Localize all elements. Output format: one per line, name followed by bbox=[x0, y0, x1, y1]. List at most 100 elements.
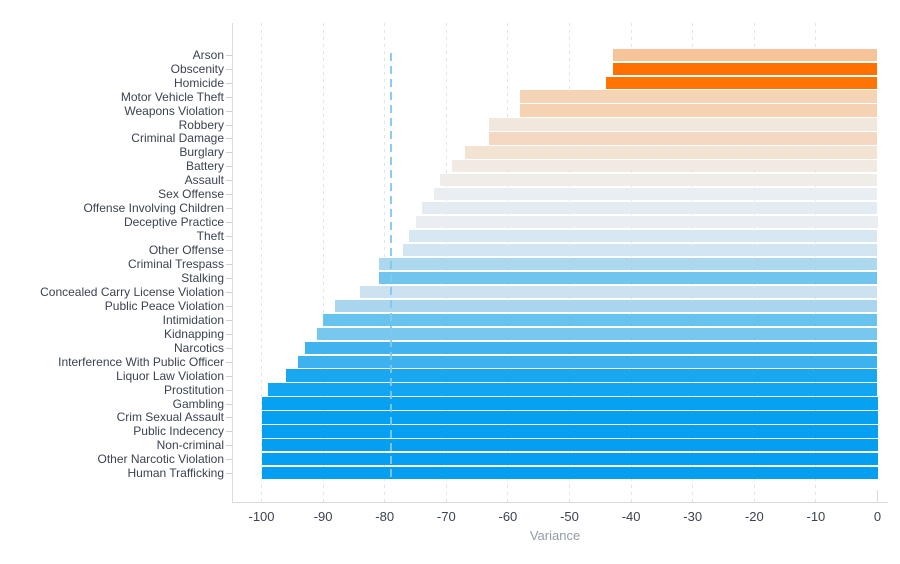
bar-human-trafficking[interactable] bbox=[261, 467, 878, 480]
y-axis-tick bbox=[226, 54, 232, 56]
bar-stalking[interactable] bbox=[378, 271, 878, 285]
category-label: Liquor Law Violation bbox=[116, 368, 224, 383]
y-axis-tick bbox=[226, 361, 232, 363]
category-label: Other Offense bbox=[148, 243, 224, 258]
category-label: Human Trafficking bbox=[127, 466, 225, 481]
category-label: Obscenity bbox=[170, 61, 224, 76]
category-label: Offense Involving Children bbox=[83, 201, 224, 216]
category-label: Kidnapping bbox=[163, 326, 224, 341]
bar-deceptive-practice[interactable] bbox=[415, 216, 878, 229]
bar-liquor-law-violation[interactable] bbox=[286, 369, 878, 382]
y-axis-tick bbox=[226, 68, 232, 70]
bar-robbery[interactable] bbox=[489, 118, 878, 131]
y-axis-tick bbox=[226, 431, 232, 433]
x-axis-tick-label: -50 bbox=[560, 509, 579, 524]
bar-narcotics[interactable] bbox=[304, 341, 878, 354]
bar-interference-with-public-officer[interactable] bbox=[298, 355, 878, 368]
y-axis-tick bbox=[226, 445, 232, 447]
y-axis-tick bbox=[226, 459, 232, 461]
gridline bbox=[261, 23, 262, 502]
category-label: Narcotics bbox=[173, 340, 224, 355]
bar-criminal-trespass[interactable] bbox=[378, 257, 878, 271]
x-axis-line bbox=[232, 502, 888, 503]
y-axis-tick bbox=[226, 291, 232, 293]
x-axis-tick-label: -60 bbox=[498, 509, 518, 524]
category-label: Gambling bbox=[172, 396, 224, 411]
y-axis-tick bbox=[226, 110, 232, 112]
gridline bbox=[322, 23, 324, 502]
y-axis-tick bbox=[226, 403, 232, 405]
y-axis-tick bbox=[226, 208, 232, 210]
y-axis-tick bbox=[226, 124, 232, 126]
bar-concealed-carry-license-violation[interactable] bbox=[360, 285, 878, 299]
bar-offense-involving-children[interactable] bbox=[421, 202, 878, 215]
y-axis-tick bbox=[226, 417, 232, 419]
y-axis-tick bbox=[226, 82, 232, 84]
bar-non-criminal[interactable] bbox=[261, 439, 878, 452]
category-label: Deceptive Practice bbox=[123, 215, 224, 230]
bar-kidnapping[interactable] bbox=[316, 327, 878, 340]
y-axis-tick bbox=[226, 389, 232, 391]
category-label: Other Narcotic Violation bbox=[97, 452, 224, 467]
bar-public-indecency[interactable] bbox=[261, 425, 878, 438]
bar-gambling[interactable] bbox=[261, 397, 878, 410]
y-axis-tick bbox=[226, 236, 232, 238]
y-axis-tick bbox=[226, 250, 232, 252]
category-label: Crim Sexual Assault bbox=[116, 410, 224, 425]
bar-intimidation[interactable] bbox=[323, 313, 878, 326]
y-axis-tick bbox=[226, 222, 232, 224]
y-axis-line bbox=[232, 23, 233, 502]
x-axis-tick-label: -70 bbox=[436, 509, 456, 524]
y-axis-tick bbox=[226, 138, 232, 140]
bar-other-offense[interactable] bbox=[403, 243, 878, 257]
category-label: Motor Vehicle Theft bbox=[120, 89, 224, 104]
bar-obscenity[interactable] bbox=[612, 62, 878, 75]
x-axis-tick-label: -40 bbox=[621, 509, 641, 524]
category-label: Intimidation bbox=[162, 312, 224, 327]
y-axis-tick bbox=[226, 333, 232, 335]
category-label: Stalking bbox=[181, 270, 224, 285]
category-label: Sex Offense bbox=[158, 187, 224, 202]
category-label: Prostitution bbox=[163, 382, 224, 397]
bar-public-peace-violation[interactable] bbox=[335, 299, 878, 312]
bar-battery[interactable] bbox=[452, 160, 878, 173]
category-label: Arson bbox=[192, 47, 224, 62]
category-label: Theft bbox=[196, 229, 224, 244]
x-axis-tick-label: 0 bbox=[873, 509, 882, 524]
category-label: Battery bbox=[185, 159, 224, 174]
bar-sex-offense[interactable] bbox=[433, 188, 878, 201]
bar-prostitution[interactable] bbox=[267, 383, 878, 396]
category-label: Robbery bbox=[178, 117, 224, 132]
bar-weapons-violation[interactable] bbox=[520, 104, 878, 117]
y-axis-tick bbox=[226, 277, 232, 279]
x-axis-tick-label: -30 bbox=[683, 509, 703, 524]
category-label: Burglary bbox=[179, 145, 224, 160]
bar-homicide[interactable] bbox=[606, 76, 878, 89]
bar-theft[interactable] bbox=[409, 229, 878, 243]
bar-crim-sexual-assault[interactable] bbox=[261, 411, 878, 424]
bar-motor-vehicle-theft[interactable] bbox=[520, 90, 878, 103]
category-label: Criminal Trespass bbox=[127, 257, 224, 271]
category-label: Public Peace Violation bbox=[104, 298, 224, 313]
x-axis-tick-label: -10 bbox=[806, 509, 826, 524]
y-axis-tick bbox=[226, 305, 232, 307]
y-axis-tick bbox=[226, 96, 232, 98]
category-label: Assault bbox=[184, 173, 224, 188]
y-axis-tick bbox=[226, 347, 232, 349]
x-axis-title: Variance bbox=[529, 528, 581, 543]
bar-burglary[interactable] bbox=[464, 146, 878, 159]
bar-assault[interactable] bbox=[440, 174, 878, 187]
bar-criminal-damage[interactable] bbox=[489, 132, 878, 145]
mean-reference-line bbox=[389, 53, 392, 481]
category-label: Concealed Carry License Violation bbox=[40, 284, 224, 299]
category-label: Homicide bbox=[173, 75, 224, 90]
y-axis-tick bbox=[226, 264, 232, 265]
x-axis-zero-tick bbox=[876, 490, 878, 502]
y-axis-tick bbox=[226, 375, 232, 377]
x-axis-tick-label: -20 bbox=[744, 509, 764, 524]
bar-other-narcotic-violation[interactable] bbox=[261, 453, 878, 466]
y-axis-tick bbox=[226, 152, 232, 154]
bar-arson[interactable] bbox=[612, 48, 878, 61]
category-label: Weapons Violation bbox=[124, 103, 224, 118]
